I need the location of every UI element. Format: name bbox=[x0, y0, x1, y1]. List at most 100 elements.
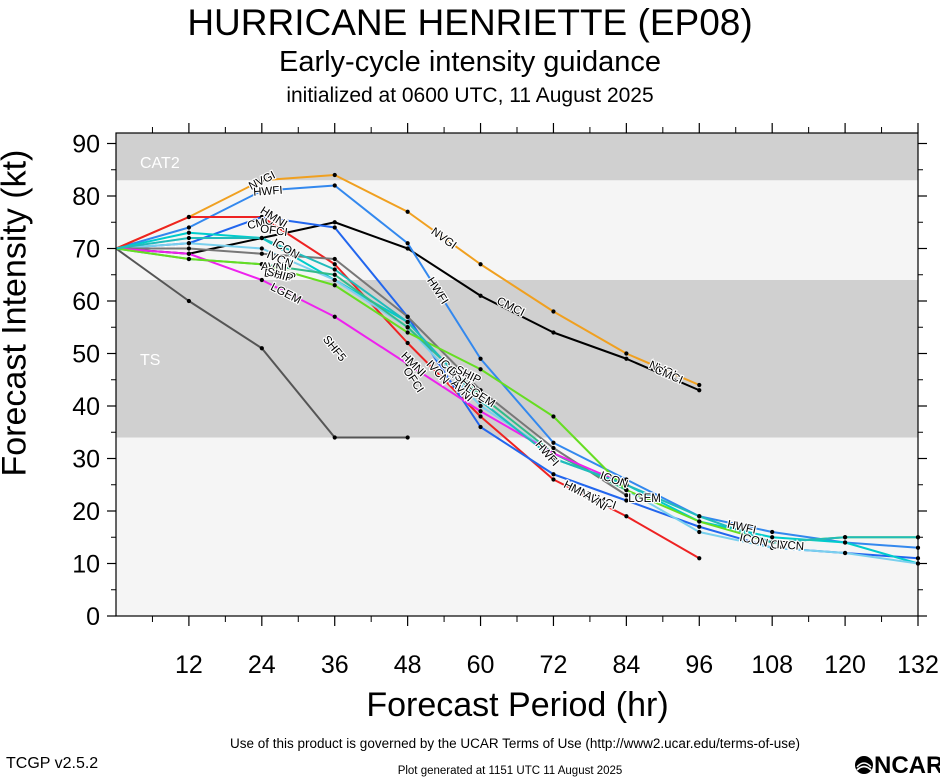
model-label-ivcn: IVCN bbox=[776, 539, 804, 553]
model-label-ofci: OFCI bbox=[259, 223, 288, 239]
y-tick-label: 20 bbox=[72, 498, 100, 526]
data-point-lgem bbox=[259, 277, 264, 283]
data-point-nvgi bbox=[551, 309, 556, 314]
x-axis-label: Forecast Period (hr) bbox=[366, 686, 669, 724]
data-point-shf5 bbox=[332, 435, 337, 440]
data-point-ofci2 bbox=[624, 482, 629, 487]
data-point-nvgi bbox=[332, 172, 337, 178]
data-point-lgem bbox=[551, 451, 556, 456]
data-point-nvgi bbox=[478, 262, 483, 267]
data-point-cmci bbox=[551, 330, 556, 335]
data-point-avni bbox=[405, 314, 410, 319]
data-point-hmni bbox=[624, 514, 629, 519]
model-label-hwfi: HWFI bbox=[253, 185, 283, 199]
data-point-nvgi bbox=[624, 351, 629, 356]
data-point-hmni bbox=[332, 262, 337, 267]
data-point-avni bbox=[624, 493, 629, 498]
data-point-ship bbox=[478, 367, 483, 372]
data-point-nvgi bbox=[405, 209, 410, 214]
data-point-lgem bbox=[186, 251, 192, 256]
data-point-ivcn bbox=[478, 403, 483, 409]
data-point-ship bbox=[332, 283, 337, 288]
chart-title: HURRICANE HENRIETTE (EP08) bbox=[187, 2, 753, 43]
ncar-logo-text: NCAR bbox=[874, 752, 940, 779]
series-line-avni bbox=[116, 247, 627, 497]
data-point-avni bbox=[186, 246, 192, 251]
data-point-hwfi bbox=[770, 529, 775, 535]
version-label: TCGP v2.5.2 bbox=[6, 755, 99, 772]
data-point-ofci bbox=[259, 214, 264, 220]
data-point-cmci bbox=[405, 246, 410, 251]
data-point-ofci bbox=[478, 424, 483, 430]
data-point-ofci2 bbox=[259, 235, 264, 241]
data-point-hmni bbox=[551, 477, 556, 482]
data-point-avni bbox=[332, 256, 337, 262]
data-point-avni bbox=[551, 445, 556, 451]
x-tick-label: 24 bbox=[248, 651, 276, 679]
band-cat1 bbox=[116, 180, 918, 280]
init-time-line: initialized at 0600 UTC, 11 August 2025 bbox=[286, 84, 654, 107]
data-point-shf5 bbox=[405, 435, 410, 440]
y-tick-label: 70 bbox=[72, 236, 100, 264]
ncar-logo: NCAR bbox=[854, 752, 940, 780]
model-label-ofci: OFCI bbox=[770, 539, 798, 553]
data-point-shf5 bbox=[186, 298, 192, 304]
ncar-logo-icon bbox=[855, 756, 873, 774]
data-point-hwfi bbox=[332, 183, 337, 188]
data-point-dshp bbox=[405, 325, 410, 330]
data-point-ofci2 bbox=[186, 235, 192, 241]
data-point-ofci2 bbox=[332, 267, 337, 272]
x-tick-label: 12 bbox=[175, 651, 203, 679]
data-point-icon bbox=[770, 535, 775, 540]
y-tick-label: 60 bbox=[72, 288, 100, 316]
data-point-ivcn bbox=[332, 277, 337, 283]
model-label-dshp: DSHP bbox=[263, 268, 297, 284]
y-tick-label: 80 bbox=[72, 183, 100, 211]
data-point-avni bbox=[259, 251, 264, 256]
data-point-nvgi bbox=[697, 382, 702, 388]
y-tick-label: 10 bbox=[72, 551, 100, 579]
data-point-ivcn bbox=[770, 545, 775, 550]
data-point-cmci bbox=[624, 356, 629, 361]
data-point-hwfi bbox=[478, 356, 483, 361]
x-tick-label: 108 bbox=[751, 651, 793, 679]
data-point-lgem bbox=[405, 361, 410, 367]
x-tick-label: 132 bbox=[897, 651, 939, 679]
data-point-shf5 bbox=[259, 346, 264, 351]
data-point-ship bbox=[551, 414, 556, 419]
data-point-ofci bbox=[332, 225, 337, 230]
data-point-ivcn bbox=[842, 550, 848, 556]
data-point-ofci2 bbox=[551, 456, 556, 461]
y-tick-label: 50 bbox=[72, 341, 100, 369]
y-tick-label: 40 bbox=[72, 393, 100, 421]
data-point-ofci bbox=[551, 472, 556, 477]
data-point-lgem bbox=[478, 409, 483, 414]
x-tick-label: 36 bbox=[321, 651, 349, 679]
data-point-hmni bbox=[478, 414, 483, 419]
data-point-ship bbox=[697, 519, 702, 524]
x-tick-label: 120 bbox=[824, 651, 866, 679]
x-tick-label: 84 bbox=[612, 651, 640, 679]
band-cat2 bbox=[116, 133, 918, 181]
data-point-ship bbox=[624, 487, 629, 493]
data-point-ofci bbox=[697, 524, 702, 529]
band-label-cat2: CAT2 bbox=[140, 155, 180, 172]
series-line-hwfi bbox=[115, 184, 919, 549]
generated-timestamp: Plot generated at 1151 UTC 11 August 202… bbox=[397, 765, 623, 777]
data-point-dshp bbox=[478, 393, 483, 398]
series-line-ofci2 bbox=[115, 237, 918, 544]
data-point-ofci bbox=[624, 498, 629, 503]
data-point-hwfi bbox=[259, 188, 264, 193]
band-label-ts: TS bbox=[140, 352, 160, 369]
series-line-lgem bbox=[115, 247, 627, 486]
data-point-cmci bbox=[697, 388, 702, 393]
x-tick-label: 96 bbox=[685, 651, 713, 679]
data-point-hmni bbox=[186, 214, 192, 220]
data-point-ivcn bbox=[186, 241, 192, 246]
data-point-icon bbox=[186, 230, 192, 235]
y-tick-label: 0 bbox=[86, 603, 100, 631]
data-point-lgem bbox=[332, 314, 337, 319]
y-tick-label: 30 bbox=[72, 446, 100, 474]
data-point-hwfi bbox=[624, 477, 629, 482]
